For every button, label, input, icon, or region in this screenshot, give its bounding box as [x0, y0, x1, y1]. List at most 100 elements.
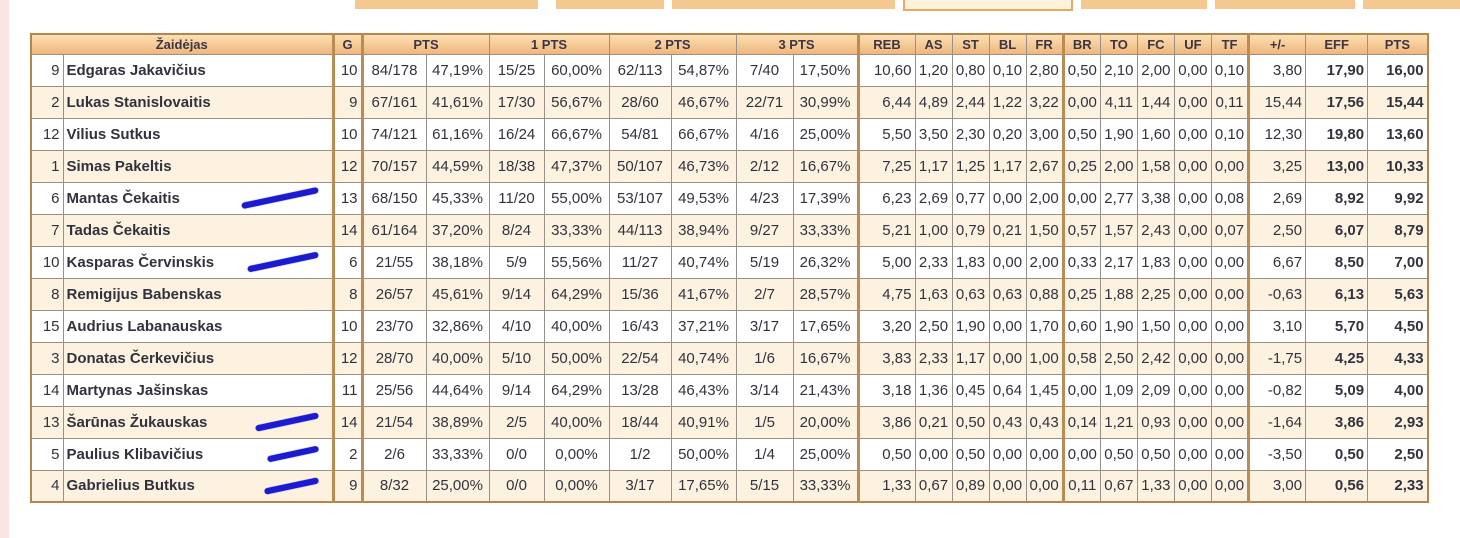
stat-3pts-made-att: 4/16: [735, 117, 794, 151]
tab-stub-3[interactable]: [672, 0, 895, 9]
stat-plus-minus: 2,69: [1247, 181, 1307, 215]
stat-as: 4,89: [914, 85, 953, 119]
stat-1pts-made-att: 4/10: [488, 309, 545, 343]
stat-uf: 0,00: [1173, 181, 1212, 215]
tab-stub-6[interactable]: [1215, 0, 1355, 9]
stat-pts-avg: 15,44: [1367, 85, 1429, 119]
jersey-number: 9: [30, 53, 64, 87]
stat-reb: 6,44: [856, 85, 916, 119]
player-name-cell: Vilius Sutkus: [62, 117, 334, 151]
column-header-to[interactable]: TO: [1099, 33, 1138, 55]
stat-tf: 0,08: [1210, 181, 1250, 215]
player-row: 9 Edgaras Jakavičius 10 84/178 47,19% 15/25 60…: [30, 53, 1429, 87]
player-name-cell: Lukas Stanislovaitis: [62, 85, 334, 119]
stat-pts-made-att: 25/56: [360, 373, 427, 407]
stat-pts-pct: 25,00%: [425, 469, 490, 503]
column-header-g[interactable]: G: [331, 33, 363, 55]
column-header-uf[interactable]: UF: [1173, 33, 1212, 55]
stat-plus-minus: 15,44: [1247, 85, 1307, 119]
stat-bl: 1,22: [988, 85, 1027, 119]
stat-2pts-pct: 40,74%: [670, 341, 737, 375]
stat-3pts-made-att: 1/4: [735, 437, 794, 471]
stat-uf: 0,00: [1173, 85, 1212, 119]
stat-st: 0,50: [951, 405, 990, 439]
column-header-2-pts[interactable]: 2 PTS: [608, 33, 737, 55]
stat-reb: 5,50: [856, 117, 916, 151]
column-header-bl[interactable]: BL: [988, 33, 1027, 55]
tab-stub-selected[interactable]: [903, 0, 1073, 11]
jersey-number: 6: [30, 181, 64, 215]
stat-plus-minus: -0,63: [1247, 277, 1307, 311]
stat-g: 10: [331, 309, 363, 343]
stat-to: 1,90: [1099, 117, 1138, 151]
stat-br: 0,57: [1061, 213, 1101, 247]
stat-pts-avg: 2,93: [1367, 405, 1429, 439]
tab-stub-7[interactable]: [1363, 0, 1460, 9]
stat-to: 2,17: [1099, 245, 1138, 279]
stat-g: 10: [331, 117, 363, 151]
stat-pts-made-att: 21/55: [360, 245, 427, 279]
stat-2pts-pct: 46,73%: [670, 149, 737, 183]
stat-1pts-pct: 0,00%: [543, 469, 610, 503]
stat-pts-pct: 32,86%: [425, 309, 490, 343]
column-header-žaid-jas[interactable]: Žaidėjas: [30, 33, 334, 55]
stat-fc: 1,58: [1136, 149, 1175, 183]
stat-st: 1,90: [951, 309, 990, 343]
player-name-cell: Tadas Čekaitis: [62, 213, 334, 247]
tab-stub-5[interactable]: [1081, 0, 1207, 9]
tab-stub-2[interactable]: [556, 0, 664, 9]
stat-2pts-made-att: 13/28: [608, 373, 672, 407]
stat-st: 1,25: [951, 149, 990, 183]
stat-1pts-made-att: 0/0: [488, 469, 545, 503]
stat-uf: 0,00: [1173, 213, 1212, 247]
column-header-fr[interactable]: FR: [1025, 33, 1064, 55]
stat-fr: 2,67: [1025, 149, 1064, 183]
stat-3pts-pct: 25,00%: [792, 437, 859, 471]
stat-3pts-made-att: 2/12: [735, 149, 794, 183]
stat-br: 0,00: [1061, 437, 1101, 471]
stat-pts-avg: 4,00: [1367, 373, 1429, 407]
column-header-3-pts[interactable]: 3 PTS: [735, 33, 859, 55]
stat-bl: 0,00: [988, 181, 1027, 215]
column-header-pts[interactable]: PTS: [1367, 33, 1429, 55]
column-header-1-pts[interactable]: 1 PTS: [488, 33, 610, 55]
stat-eff: 17,90: [1305, 53, 1369, 87]
stat-uf: 0,00: [1173, 373, 1212, 407]
stat-to: 1,09: [1099, 373, 1138, 407]
stat-uf: 0,00: [1173, 469, 1212, 503]
column-header-reb[interactable]: REB: [856, 33, 916, 55]
stat-1pts-pct: 47,37%: [543, 149, 610, 183]
stat-1pts-made-att: 5/9: [488, 245, 545, 279]
stat-reb: 5,21: [856, 213, 916, 247]
stat-fc: 2,42: [1136, 341, 1175, 375]
column-header-fc[interactable]: FC: [1136, 33, 1175, 55]
stat-st: 0,45: [951, 373, 990, 407]
stat-eff: 6,13: [1305, 277, 1369, 311]
stat-pts-avg: 13,60: [1367, 117, 1429, 151]
column-header-tf[interactable]: TF: [1210, 33, 1250, 55]
stat-plus-minus: -3,50: [1247, 437, 1307, 471]
column-header-as[interactable]: AS: [914, 33, 953, 55]
column-header-+/-[interactable]: +/-: [1247, 33, 1307, 55]
stat-fc: 0,50: [1136, 437, 1175, 471]
stat-reb: 4,75: [856, 277, 916, 311]
stat-as: 1,36: [914, 373, 953, 407]
stat-uf: 0,00: [1173, 277, 1212, 311]
stat-br: 0,00: [1061, 85, 1101, 119]
column-header-eff[interactable]: EFF: [1305, 33, 1369, 55]
stat-1pts-made-att: 11/20: [488, 181, 545, 215]
tab-stub-1[interactable]: [355, 0, 538, 9]
stat-pts-made-att: 28/70: [360, 341, 427, 375]
column-header-pts[interactable]: PTS: [360, 33, 490, 55]
stat-pts-pct: 44,64%: [425, 373, 490, 407]
stat-pts-made-att: 67/161: [360, 85, 427, 119]
stat-3pts-pct: 20,00%: [792, 405, 859, 439]
player-row: 4 Gabrielius Butkus 9 8/32 25,00% 0/0 0,00% 3/1…: [30, 469, 1429, 503]
player-name: Donatas Čerkevičius: [66, 349, 215, 367]
stat-g: 14: [331, 405, 363, 439]
stat-br: 0,58: [1061, 341, 1101, 375]
stat-eff: 3,86: [1305, 405, 1369, 439]
column-header-st[interactable]: ST: [951, 33, 990, 55]
stat-tf: 0,11: [1210, 85, 1250, 119]
column-header-br[interactable]: BR: [1061, 33, 1101, 55]
